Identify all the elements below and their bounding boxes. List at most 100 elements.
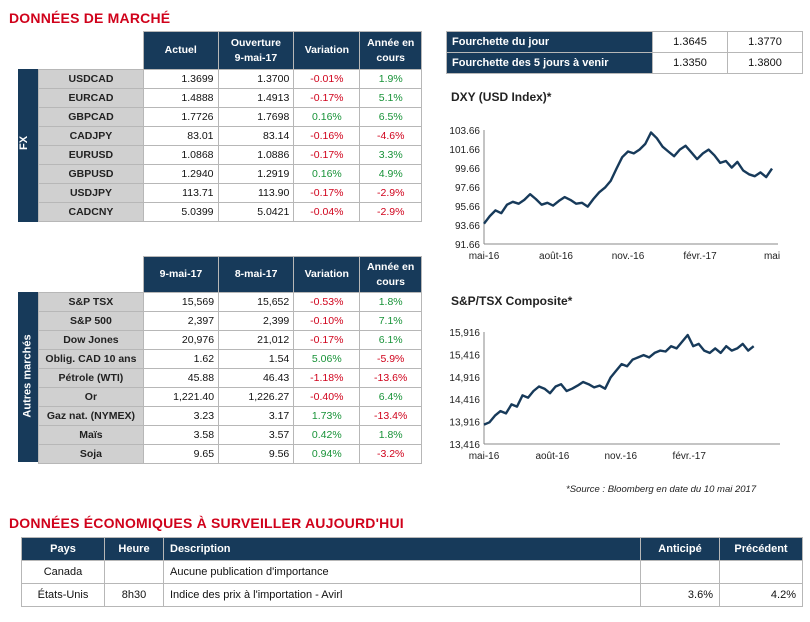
other-row-value-2: 1.54	[218, 349, 295, 369]
other-side-text: Autres marchés	[21, 334, 34, 418]
fx-row-value-1: 5.0399	[142, 202, 219, 222]
other-row-value-2: 46.43	[218, 368, 295, 388]
range-high-5d: 1.3800	[727, 52, 803, 74]
other-row-ytd: -13.6%	[359, 368, 422, 388]
dxy-chart-title: DXY (USD Index)*	[451, 90, 552, 104]
y-tick-label: 93.66	[455, 221, 480, 232]
other-row-value-1: 3.23	[142, 406, 220, 426]
other-side-label: Autres marchés	[18, 292, 38, 462]
fx-table-body: USDCAD 1.3699 1.3700 -0.01% 1.9% EURCAD 1.4888…	[38, 69, 422, 222]
eco-anticipe: 3.6%	[640, 583, 720, 607]
fx-row-label: EURUSD	[38, 145, 144, 165]
other-row-value-1: 1,221.40	[142, 387, 220, 407]
y-tick-label: 103.66	[449, 126, 480, 137]
other-row-label: S&P 500	[38, 311, 144, 331]
fx-row-value-2: 113.90	[217, 183, 295, 203]
fx-header-actuel: Actuel	[142, 31, 219, 70]
other-row-label: Dow Jones	[38, 330, 144, 350]
eco-row: Canada Aucune publication d'importance	[21, 560, 803, 584]
x-tick-label: nov.-16	[612, 251, 645, 262]
fx-row-ytd: 1.9%	[359, 69, 422, 89]
other-row-label: Pétrole (WTI)	[38, 368, 144, 388]
other-row-ytd: 6.1%	[359, 330, 422, 350]
fx-row-variation: -0.17%	[293, 88, 361, 108]
eco-header-heure: Heure	[104, 537, 164, 561]
other-row: Gaz nat. (NYMEX) 3.23 3.17 1.73% -13.4%	[38, 406, 422, 426]
fx-row-ytd: -2.9%	[359, 202, 422, 222]
fx-row-variation: -0.17%	[293, 145, 361, 165]
other-row: Pétrole (WTI) 45.88 46.43 -1.18% -13.6%	[38, 368, 422, 388]
eco-pays: Canada	[21, 560, 105, 584]
other-row: S&P 500 2,397 2,399 -0.10% 7.1%	[38, 311, 422, 331]
x-tick-label: août-16	[535, 451, 569, 462]
other-row-variation: -0.10%	[293, 311, 361, 331]
other-row-ytd: -13.4%	[359, 406, 422, 426]
fx-row-ytd: -2.9%	[359, 183, 422, 203]
fx-row-ytd: 5.1%	[359, 88, 422, 108]
other-row-variation: 0.42%	[293, 425, 361, 445]
fx-row-label: CADJPY	[38, 126, 144, 146]
fx-row-variation: -0.17%	[293, 183, 361, 203]
other-row-label: Maïs	[38, 425, 144, 445]
other-row-variation: -0.53%	[293, 292, 361, 312]
y-tick-label: 97.66	[455, 183, 480, 194]
fx-header-ouverture: Ouverture 9-mai-17	[217, 31, 295, 70]
y-tick-label: 91.66	[455, 240, 480, 251]
fx-row-value-1: 83.01	[142, 126, 219, 146]
tsx-chart: 15,916 15,416 14,916 14,416 13,916 13,416mai-…	[449, 328, 780, 462]
other-table: 9-mai-17 8-mai-17 Variation Année en cou…	[38, 256, 422, 464]
other-row-value-2: 9.56	[218, 444, 295, 464]
other-row-variation: 5.06%	[293, 349, 361, 369]
fx-row: GBPCAD 1.7726 1.7698 0.16% 6.5%	[38, 107, 422, 127]
fx-row: GBPUSD 1.2940 1.2919 0.16% 4.9%	[38, 164, 422, 184]
other-row-label: Gaz nat. (NYMEX)	[38, 406, 144, 426]
other-row-ytd: 7.1%	[359, 311, 422, 331]
fx-row-variation: -0.16%	[293, 126, 361, 146]
x-tick-label: août-16	[539, 251, 573, 262]
fx-row: USDJPY 113.71 113.90 -0.17% -2.9%	[38, 183, 422, 203]
fx-row-value-2: 1.4913	[217, 88, 295, 108]
fx-row-label: GBPUSD	[38, 164, 144, 184]
eco-precedent: 4.2%	[719, 583, 803, 607]
fx-row-value-1: 1.0868	[142, 145, 219, 165]
fx-row: USDCAD 1.3699 1.3700 -0.01% 1.9%	[38, 69, 422, 89]
other-row-variation: -1.18%	[293, 368, 361, 388]
other-row-value-2: 1,226.27	[218, 387, 295, 407]
other-row-ytd: 1.8%	[359, 292, 422, 312]
other-row-value-2: 21,012	[218, 330, 295, 350]
other-row-value-2: 2,399	[218, 311, 295, 331]
y-tick-label: 15,916	[449, 328, 480, 339]
fx-row: EURUSD 1.0868 1.0886 -0.17% 3.3%	[38, 145, 422, 165]
other-row-value-1: 1.62	[142, 349, 220, 369]
eco-heure: 8h30	[104, 583, 164, 607]
fx-row-ytd: 6.5%	[359, 107, 422, 127]
other-row: Dow Jones 20,976 21,012 -0.17% 6.1%	[38, 330, 422, 350]
dxy-chart: 103.66101.6699.6697.6695.6693.6691.66mai…	[449, 126, 780, 262]
range-table: Fourchette du jour 1.3645 1.3770 Fourche…	[446, 31, 803, 74]
eco-description: Aucune publication d'importance	[163, 560, 641, 584]
fx-header-annee: Année en cours	[359, 31, 422, 70]
other-row-value-2: 15,652	[218, 292, 295, 312]
fx-row-value-1: 1.7726	[142, 107, 219, 127]
x-tick-label: mai-16	[469, 451, 500, 462]
fx-row-value-1: 1.4888	[142, 88, 219, 108]
fx-row-label: CADCNY	[38, 202, 144, 222]
other-row-ytd: 1.8%	[359, 425, 422, 445]
eco-section-title: DONNÉES ÉCONOMIQUES À SURVEILLER AUJOURD…	[9, 515, 404, 531]
eco-precedent	[719, 560, 803, 584]
fx-row-value-2: 5.0421	[217, 202, 295, 222]
fx-row-value-2: 83.14	[217, 126, 295, 146]
fx-side-text: FX	[18, 135, 31, 151]
eco-description: Indice des prix à l'importation - Avirl	[163, 583, 641, 607]
source-note: *Source : Bloomberg en date du 10 mai 20…	[566, 484, 757, 495]
x-tick-label: févr.-17	[673, 451, 707, 462]
eco-row: États-Unis 8h30 Indice des prix à l'impo…	[21, 583, 803, 607]
other-row: Or 1,221.40 1,226.27 -0.40% 6.4%	[38, 387, 422, 407]
x-tick-label: nov.-16	[605, 451, 638, 462]
y-tick-label: 13,416	[449, 440, 480, 451]
other-row-label: Or	[38, 387, 144, 407]
fx-table: Actuel Ouverture 9-mai-17 Variation Anné…	[38, 31, 422, 222]
range-low-5d: 1.3350	[652, 52, 728, 74]
y-tick-label: 15,416	[449, 350, 480, 361]
fx-row-variation: -0.01%	[293, 69, 361, 89]
